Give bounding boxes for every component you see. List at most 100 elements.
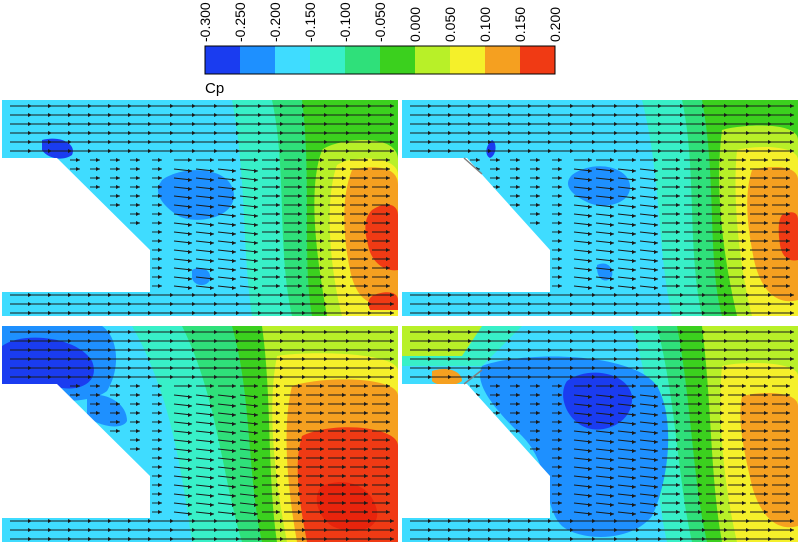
velocity-arrow-head [496,167,500,171]
velocity-arrow-head [790,366,794,370]
velocity-arrow-head [658,113,662,117]
step-geometry [2,384,150,518]
velocity-arrow-head [136,167,140,171]
velocity-arrow-head [276,194,280,198]
velocity-arrow-head [768,104,772,108]
velocity-arrow-head [368,348,372,352]
velocity-arrow-head [786,402,790,406]
velocity-vectors [410,104,794,315]
velocity-arrow-head [188,259,192,263]
velocity-arrow-head [214,348,218,352]
velocity-arrow-head [136,185,140,189]
velocity-arrow-head [158,474,162,478]
velocity-arrow-head [386,510,390,514]
velocity-arrow-head [658,302,662,306]
velocity-arrow-head [210,503,214,507]
velocity-arrow-head [276,438,280,442]
velocity-arrow-head [676,212,680,216]
colorbar-swatch [450,46,485,74]
velocity-arrow-head [790,104,794,108]
velocity-arrow-head [548,519,552,523]
velocity-arrow-head [610,485,614,489]
velocity-arrow-head [558,474,562,478]
velocity-arrow-head [192,348,196,352]
velocity-arrow-head [276,420,280,424]
velocity-arrow-head [742,438,746,442]
velocity-arrow-head [210,241,214,245]
velocity-arrow-head [320,402,324,406]
velocity-arrow-head [320,420,324,424]
velocity-arrow-head [588,422,592,426]
velocity-arrow-head [236,131,240,135]
velocity-arrow-head [214,528,218,532]
velocity-arrow-head [764,266,768,270]
velocity-arrow-head [680,366,684,370]
velocity-arrow-head [588,214,592,218]
velocity-arrow-head [570,311,574,315]
velocity-arrow-head [516,203,520,207]
velocity-arrow-head [276,158,280,162]
velocity-arrow-head [116,429,120,433]
velocity-arrow-head [136,411,140,415]
velocity-arrow-head [320,384,324,388]
velocity-arrow-head [610,196,614,200]
velocity-arrow-head [136,447,140,451]
velocity-arrow-head [298,393,302,397]
velocity-arrow-head [636,375,640,379]
colorbar-swatch [275,46,310,74]
velocity-arrow-head [654,268,658,272]
velocity-arrow-head [698,420,702,424]
velocity-arrow-head [764,275,768,279]
velocity-arrow-head [786,438,790,442]
velocity-arrow-head [676,429,680,433]
velocity-arrow-head [188,467,192,471]
velocity-arrow-head [342,176,346,180]
velocity-arrow-head [764,447,768,451]
velocity-arrow-head [676,483,680,487]
velocity-arrow-head [136,176,140,180]
velocity-arrow-head [214,140,218,144]
velocity-arrow-head [570,113,574,117]
velocity-arrow-head [258,122,262,126]
velocity-arrow-head [698,194,702,198]
velocity-arrow-head [558,176,562,180]
velocity-arrow-head [768,113,772,117]
velocity-arrow-head [610,458,614,462]
velocity-arrow-head [724,366,728,370]
velocity-arrow-head [768,366,772,370]
velocity-arrow-head [192,122,196,126]
velocity-arrow-head [680,302,684,306]
velocity-arrow-head [790,122,794,126]
velocity-arrow-head [390,302,394,306]
velocity-arrow-head [676,465,680,469]
velocity-arrow-head [742,402,746,406]
velocity-arrow-head [386,176,390,180]
velocity-arrow-head [742,411,746,415]
velocity-arrow-head [302,140,306,144]
velocity-arrow-head [676,248,680,252]
colorbar-tick-label: 0.050 [442,7,458,42]
velocity-arrow-head [276,492,280,496]
velocity-arrow-head [588,467,592,471]
velocity-arrow-head [188,286,192,290]
velocity-arrow-head [558,411,562,415]
velocity-arrow-head [158,420,162,424]
velocity-arrow-head [768,122,772,126]
velocity-arrow-head [636,366,640,370]
velocity-arrow-head [720,402,724,406]
velocity-arrow-head [386,384,390,388]
velocity-arrow-head [210,268,214,272]
velocity-arrow-head [170,149,174,153]
velocity-arrow-head [588,241,592,245]
velocity-arrow-head [588,178,592,182]
velocity-arrow-head [386,465,390,469]
velocity-arrow-head [698,429,702,433]
velocity-arrow-head [786,221,790,225]
velocity-arrow-head [390,104,394,108]
colorbar-tick-label: 0.150 [512,7,528,42]
velocity-arrow-head [214,519,218,523]
velocity-arrow-head [698,221,702,225]
velocity-arrow-head [158,483,162,487]
velocity-arrow-head [592,537,596,541]
velocity-arrow-head [116,393,120,397]
